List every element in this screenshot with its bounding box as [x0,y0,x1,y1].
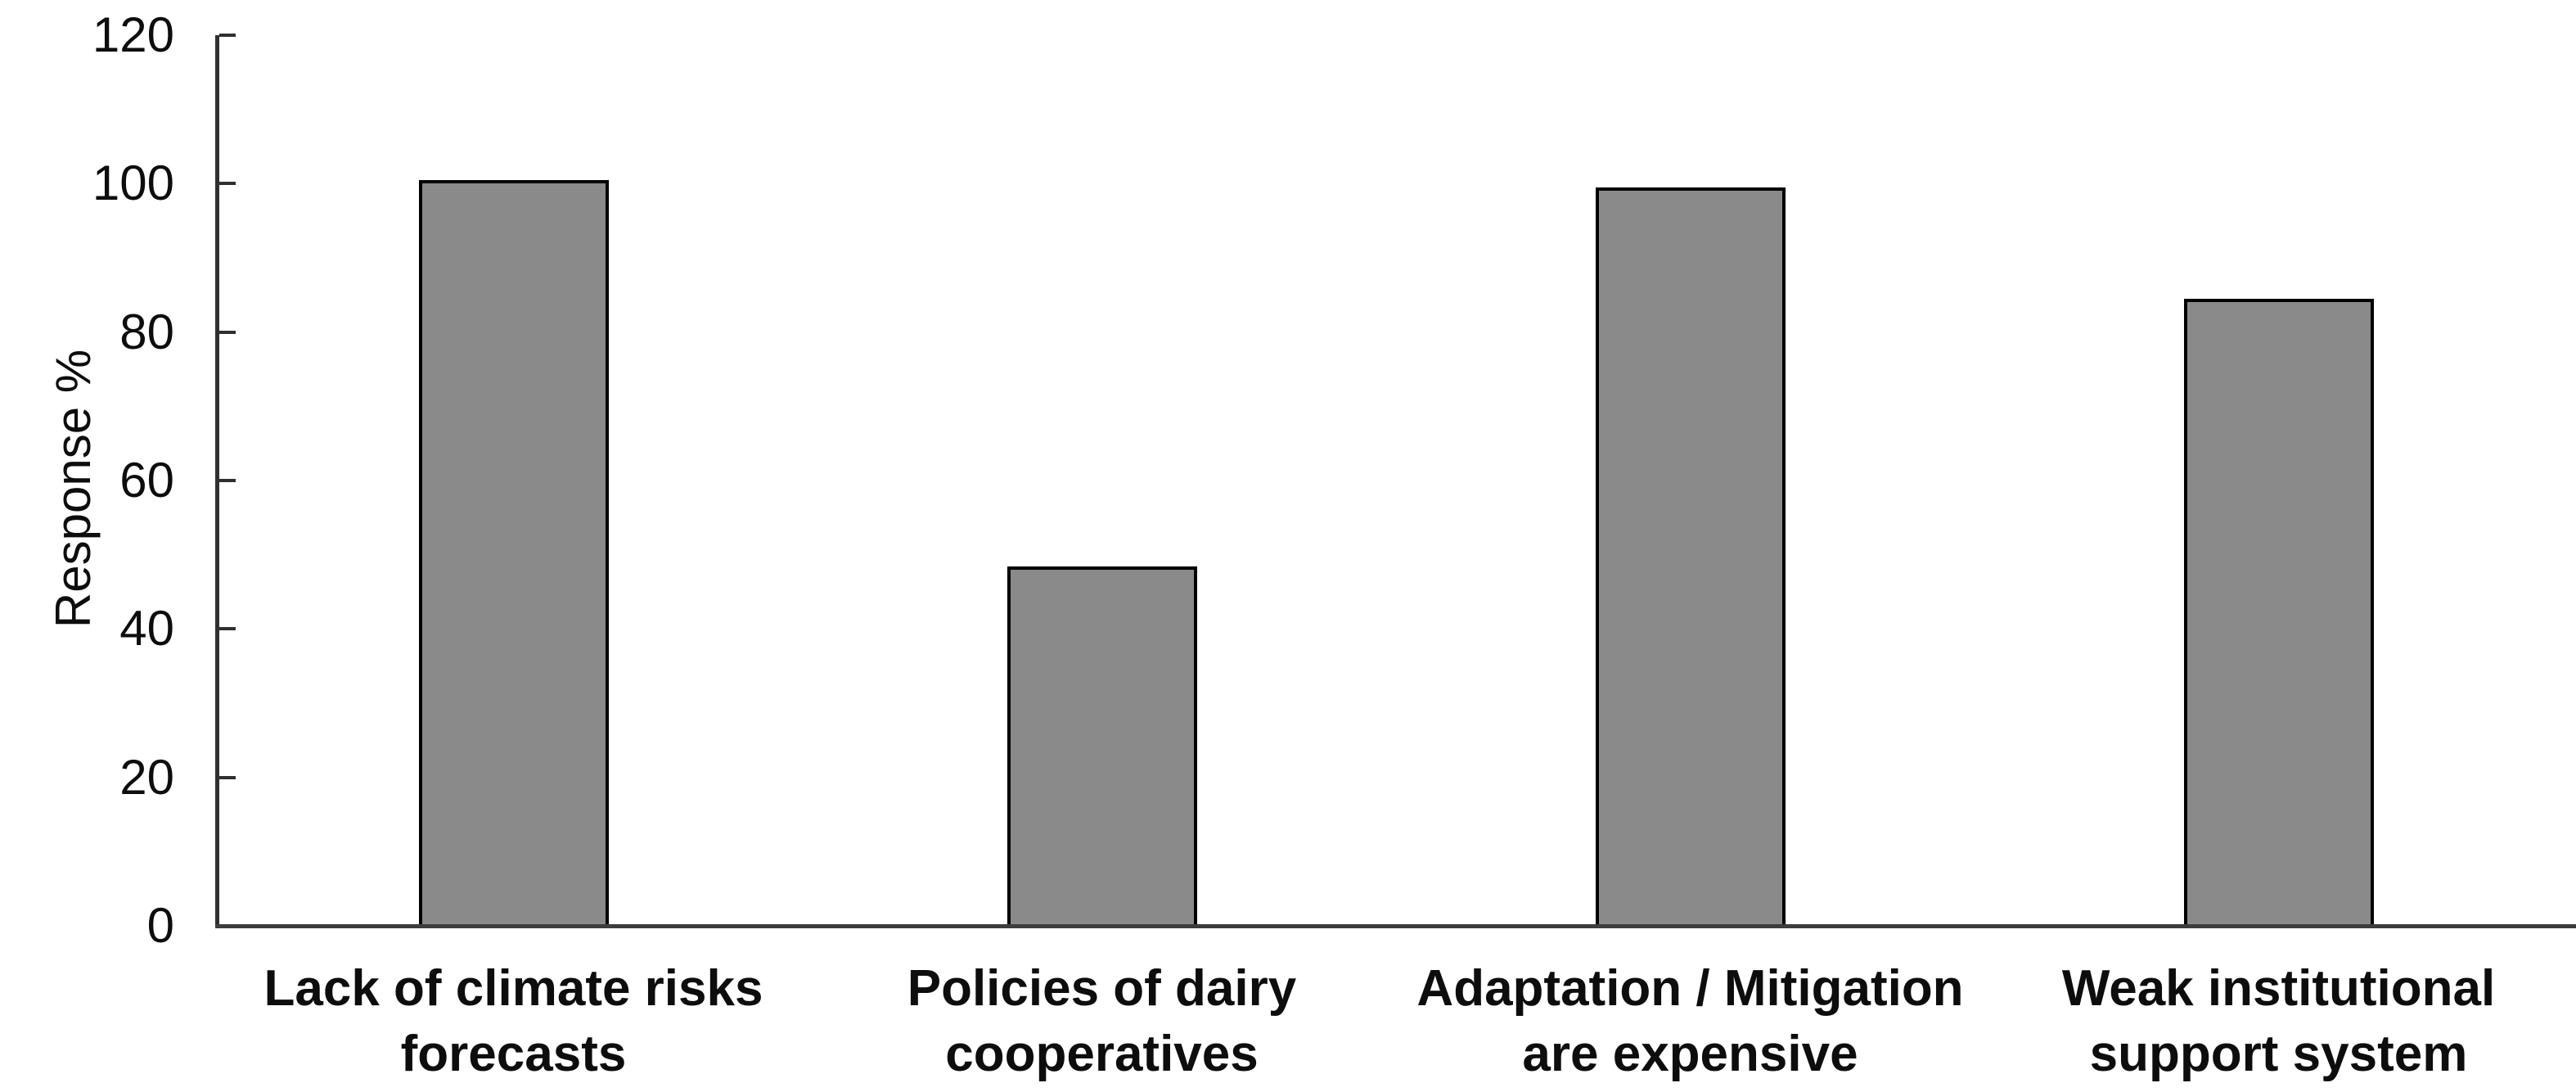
y-tick-label: 0 [146,898,174,953]
y-tick-mark [219,330,236,334]
y-tick-label: 40 [119,601,174,657]
bar-slot [808,35,1396,926]
y-tick-mark [219,34,236,37]
y-tick-mark [219,182,236,186]
x-axis-line [215,924,2576,928]
y-tick-label: 80 [119,304,174,359]
category-label-line: Lack of climate risks [263,960,763,1017]
y-tick-mark [219,627,236,631]
bar-adaptation-mitigation-are-expensive [1595,187,1786,926]
y-tick-mark [219,775,236,779]
plot-area [215,34,2576,928]
category-label-line: Adaptation / Mitigation [1416,960,1964,1017]
bar-lack-of-climate-risks-forecasts [418,180,609,926]
y-tick-label: 60 [119,453,174,508]
bar-slot [1396,35,1984,926]
category-axis-labels: Lack of climate risks forecasts Policies… [219,956,2573,1087]
bar-slot [1984,35,2573,926]
y-tick-label: 120 [92,7,174,62]
category-label: Lack of climate risks forecasts [219,956,808,1087]
category-label-line: forecasts [400,1026,627,1082]
category-label-line: Weak institutional [2061,960,2496,1017]
category-label-line: Policies of dairy [907,960,1297,1017]
bar-weak-institutional-support-system [2183,299,2374,926]
bar-policies-of-dairy-cooperatives [1007,566,1197,926]
bar-slot [219,35,808,926]
category-label: Policies of dairy cooperatives [808,956,1396,1087]
category-label-line: support system [2089,1026,2468,1082]
category-label-line: cooperatives [945,1026,1259,1082]
y-tick-label: 100 [92,156,174,211]
y-tick-mark [219,479,236,482]
y-tick-label: 20 [119,749,174,805]
category-label-line: are expensive [1522,1026,1858,1082]
category-label: Adaptation / Mitigation are expensive [1396,956,1984,1087]
category-label: Weak institutional support system [1984,956,2573,1087]
y-tick-labels: 0 20 40 60 80 100 120 [0,10,174,951]
y-axis-line [215,35,219,926]
bar-series [219,35,2573,926]
